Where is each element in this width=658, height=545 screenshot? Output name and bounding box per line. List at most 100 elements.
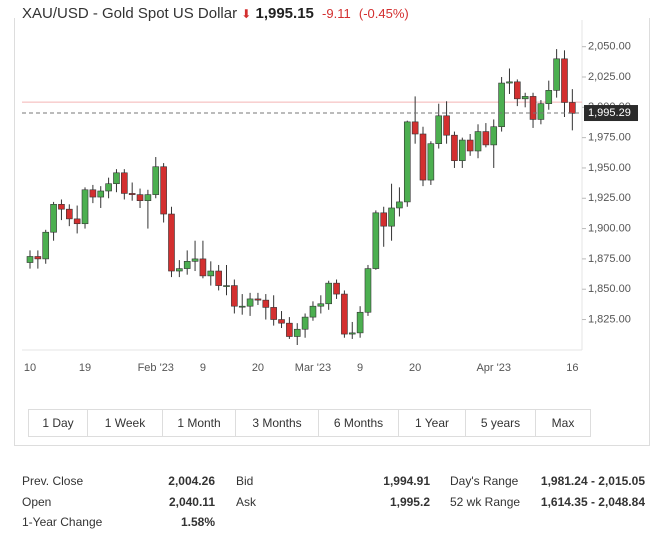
candle-body bbox=[403, 121, 411, 203]
x-tick-label: Apr '23 bbox=[476, 362, 511, 374]
x-tick-label: 9 bbox=[200, 362, 206, 374]
candle-body bbox=[262, 299, 270, 308]
candle-body bbox=[121, 172, 128, 194]
candle-body bbox=[309, 305, 317, 318]
candle-body bbox=[34, 256, 42, 260]
candle-body bbox=[81, 189, 89, 225]
candle-body bbox=[301, 316, 309, 330]
candle-body bbox=[58, 204, 65, 210]
candle-body bbox=[443, 115, 450, 136]
candle-body bbox=[183, 261, 191, 269]
candle-body bbox=[191, 258, 199, 262]
candle-body bbox=[482, 131, 490, 146]
title: XAU/USD - Gold Spot US Dollar bbox=[22, 5, 238, 22]
stat-label: 1-Year Change bbox=[22, 515, 103, 529]
y-tick-label: 1,850.00 bbox=[588, 283, 631, 295]
candle-body bbox=[521, 96, 529, 100]
candle-body bbox=[490, 126, 498, 146]
stat-label: Day's Range bbox=[450, 474, 519, 488]
y-tick-label: 1,925.00 bbox=[588, 192, 631, 204]
y-tick-label: 2,050.00 bbox=[588, 41, 631, 53]
candle-body bbox=[50, 204, 57, 233]
x-tick-label: Mar '23 bbox=[295, 362, 331, 374]
change: -9.11 bbox=[322, 6, 351, 21]
range-button[interactable]: 1 Year bbox=[399, 410, 466, 436]
candle-body bbox=[113, 172, 120, 185]
candle-body bbox=[474, 131, 482, 152]
candle-body bbox=[569, 102, 576, 114]
candle-body bbox=[270, 307, 277, 320]
candle-body bbox=[325, 282, 332, 305]
range-button[interactable]: Max bbox=[551, 416, 575, 430]
candle-body bbox=[451, 134, 458, 161]
candle-body bbox=[506, 81, 513, 84]
candle-body bbox=[561, 58, 568, 103]
candle-body bbox=[427, 143, 435, 181]
candle-body bbox=[317, 303, 325, 307]
candle-body bbox=[168, 213, 175, 272]
candle-body bbox=[223, 285, 230, 287]
range-button[interactable]: 5 years bbox=[466, 410, 536, 436]
candle-body bbox=[372, 212, 380, 269]
candle-body bbox=[293, 328, 301, 337]
candle-body bbox=[89, 189, 97, 198]
candle-body bbox=[26, 256, 34, 263]
candle-body bbox=[419, 133, 427, 181]
candle-body bbox=[286, 322, 293, 337]
range-button[interactable]: 1 Month bbox=[163, 410, 236, 436]
candle-body bbox=[553, 58, 560, 91]
candle-body bbox=[128, 193, 136, 195]
last-price-label: 1,995.29 bbox=[588, 107, 631, 119]
candle-body bbox=[466, 139, 474, 152]
candle-body bbox=[529, 96, 537, 120]
stat-label: Bid bbox=[236, 474, 254, 488]
candle-body bbox=[97, 190, 105, 198]
range-button[interactable]: 1 Week bbox=[88, 410, 163, 436]
last-price-box bbox=[584, 105, 638, 122]
candle-body bbox=[66, 208, 73, 220]
stat-value: 2,040.11 bbox=[168, 494, 215, 509]
candle-body bbox=[160, 166, 167, 215]
header: XAU/USD - Gold Spot US Dollar ⬇ 1,995.15… bbox=[22, 5, 409, 22]
candle-body bbox=[545, 90, 553, 104]
candle-body bbox=[215, 270, 222, 286]
candle-body bbox=[231, 285, 238, 307]
price: 1,995.15 bbox=[255, 5, 314, 22]
candle-body bbox=[238, 305, 246, 308]
range-button[interactable]: 3 Months bbox=[236, 410, 319, 436]
candle-body bbox=[176, 268, 183, 272]
candle-body bbox=[498, 82, 505, 128]
candle-body bbox=[246, 298, 254, 307]
candle-body bbox=[199, 258, 207, 277]
candle-body bbox=[152, 166, 160, 195]
candle-body bbox=[73, 218, 81, 225]
x-tick-label: Feb '23 bbox=[138, 362, 174, 374]
stat-label: Open bbox=[22, 494, 52, 509]
stats-row: Prev. Close 2,004.26 Bid 1,994.91 Day's Rang… bbox=[0, 474, 658, 494]
range-button[interactable]: 1 Day bbox=[29, 410, 88, 436]
candle-body bbox=[356, 311, 364, 334]
chart: 1,825.00 1,850.00 1,875.00 1,900.00 1,925.00… bbox=[22, 20, 638, 374]
stat-value: 1.58% bbox=[180, 515, 215, 529]
stat-label: 52 wk Range bbox=[450, 494, 521, 509]
stat-value: 2,004.26 bbox=[168, 474, 215, 488]
candle-body bbox=[42, 231, 50, 260]
range-buttons: 1 Day 1 Week 1 Month 3 Months 6 Months 1 Year… bbox=[28, 409, 591, 437]
y-tick-label: 1,900.00 bbox=[588, 222, 631, 234]
candle-body bbox=[348, 332, 356, 335]
stat-label: Ask bbox=[236, 494, 257, 509]
candle-body bbox=[341, 293, 348, 335]
stats-row: Open 2,040.11 Ask 1,995.2 52 wk Range 1,614.3… bbox=[0, 495, 658, 515]
down-arrow: ⬇ bbox=[241, 7, 252, 21]
range-button[interactable]: 6 Months bbox=[319, 410, 399, 436]
x-tick-label: 20 bbox=[252, 362, 264, 374]
candle-body bbox=[396, 201, 403, 209]
candle-body bbox=[514, 81, 521, 100]
candle-body bbox=[411, 121, 419, 135]
y-tick-label: 1,825.00 bbox=[588, 313, 631, 325]
candle-body bbox=[458, 139, 466, 161]
candle-body bbox=[537, 103, 545, 120]
candle-body bbox=[144, 194, 152, 201]
x-tick-label: 20 bbox=[409, 362, 421, 374]
candle-body bbox=[380, 212, 388, 227]
